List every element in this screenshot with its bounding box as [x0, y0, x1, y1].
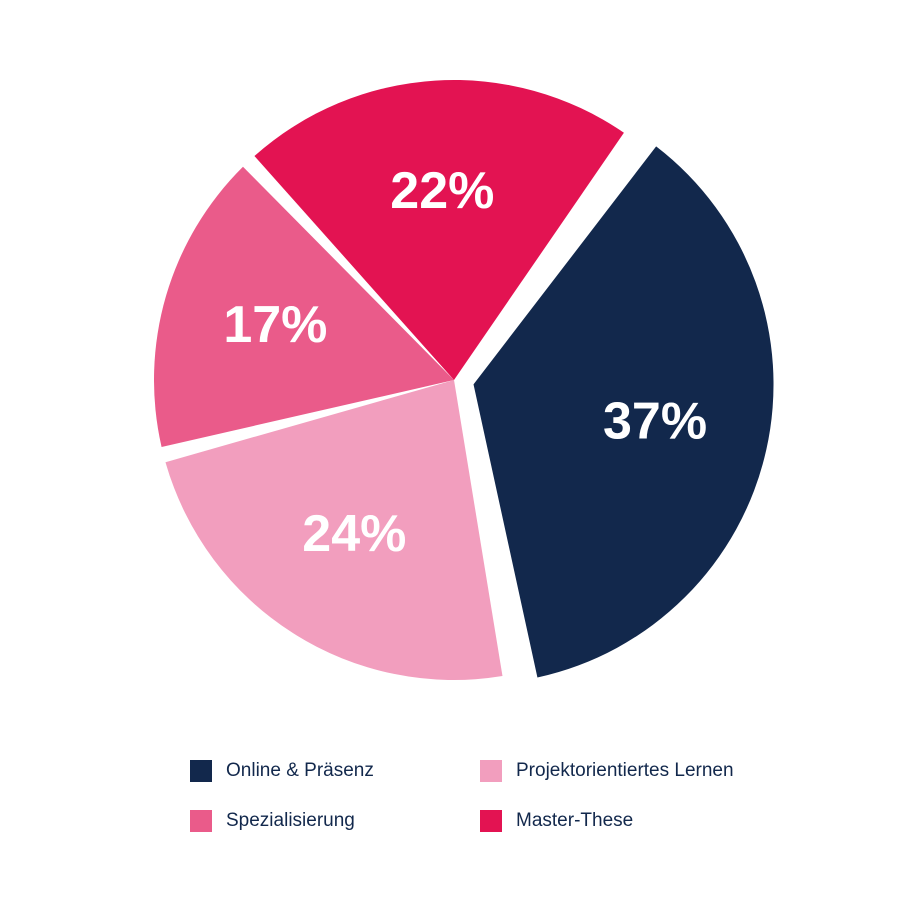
legend-item: Spezialisierung: [190, 810, 460, 832]
pie-chart-svg: 37% 24% 17% 22%: [0, 0, 908, 720]
pie-slice-label-spezial: 17%: [223, 296, 327, 354]
legend: Online & Präsenz Projektorientiertes Ler…: [190, 760, 750, 832]
pie-chart-container: 37% 24% 17% 22% Online & Präsenz Projektori…: [0, 0, 908, 908]
legend-label: Online & Präsenz: [226, 760, 374, 782]
pie-slice-label-master: 22%: [390, 162, 494, 220]
pie-slice-label-online: 37%: [603, 393, 707, 451]
legend-item: Online & Präsenz: [190, 760, 460, 782]
legend-item: Master-These: [480, 810, 750, 832]
legend-swatch: [480, 810, 502, 832]
legend-item: Projektorientiertes Lernen: [480, 760, 750, 782]
legend-label: Projektorientiertes Lernen: [516, 760, 734, 782]
legend-label: Master-These: [516, 810, 633, 832]
legend-swatch: [190, 810, 212, 832]
pie-slice-label-projekt: 24%: [302, 505, 406, 563]
legend-label: Spezialisierung: [226, 810, 355, 832]
legend-swatch: [480, 760, 502, 782]
legend-swatch: [190, 760, 212, 782]
